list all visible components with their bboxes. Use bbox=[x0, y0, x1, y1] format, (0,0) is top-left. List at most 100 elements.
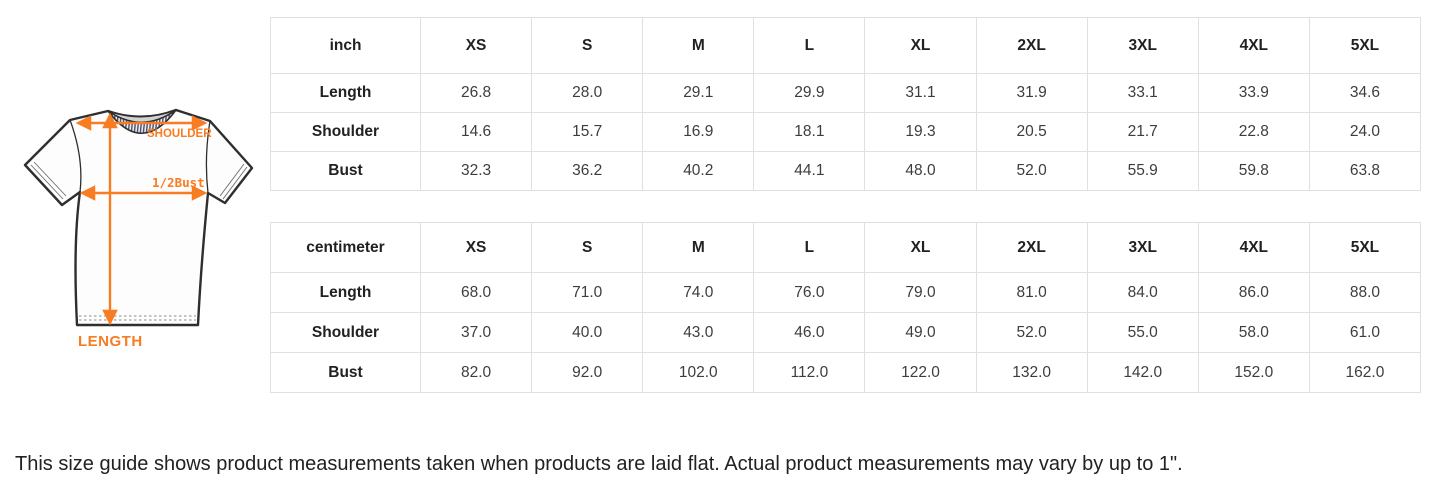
measurement-value-cell: 40.2 bbox=[642, 151, 755, 191]
half-bust-label: 1/2Bust bbox=[152, 175, 205, 190]
measurement-row-label: Length bbox=[270, 272, 421, 313]
measurement-row-label: Shoulder bbox=[270, 112, 421, 152]
table-row: Bust 82.0 92.0 102.0 112.0 122.0 132.0 1… bbox=[270, 352, 1422, 393]
table-header-row: inch XS S M L XL 2XL 3XL 4XL 5XL bbox=[270, 17, 1422, 74]
size-column-header: S bbox=[531, 17, 644, 74]
table-row: Length 68.0 71.0 74.0 76.0 79.0 81.0 84.… bbox=[270, 272, 1422, 313]
measurement-value-cell: 29.1 bbox=[642, 73, 755, 113]
measurement-value-cell: 28.0 bbox=[531, 73, 644, 113]
measurement-value-cell: 152.0 bbox=[1197, 352, 1310, 393]
measurement-value-cell: 34.6 bbox=[1308, 73, 1422, 113]
measurement-value-cell: 14.6 bbox=[419, 112, 533, 152]
measurement-value-cell: 102.0 bbox=[642, 352, 755, 393]
measurement-value-cell: 162.0 bbox=[1308, 352, 1422, 393]
measurement-value-cell: 31.1 bbox=[864, 73, 977, 113]
size-column-header: XS bbox=[419, 222, 533, 273]
size-column-header: 2XL bbox=[975, 222, 1088, 273]
measurement-value-cell: 112.0 bbox=[753, 352, 866, 393]
size-column-header: XS bbox=[419, 17, 533, 74]
measurement-value-cell: 132.0 bbox=[975, 352, 1088, 393]
size-table-centimeter: centimeter XS S M L XL 2XL 3XL 4XL 5XL L… bbox=[270, 222, 1422, 393]
measurement-value-cell: 32.3 bbox=[419, 151, 533, 191]
measurement-value-cell: 49.0 bbox=[864, 312, 977, 353]
measurement-value-cell: 82.0 bbox=[419, 352, 533, 393]
shoulder-label: SHOULDER bbox=[147, 128, 212, 140]
measurement-value-cell: 76.0 bbox=[753, 272, 866, 313]
measurement-value-cell: 29.9 bbox=[753, 73, 866, 113]
measurement-row-label: Shoulder bbox=[270, 312, 421, 353]
measurement-row-label: Bust bbox=[270, 352, 421, 393]
unit-header-cell: centimeter bbox=[270, 222, 421, 273]
size-column-header: 2XL bbox=[975, 17, 1088, 74]
size-column-header: M bbox=[642, 17, 755, 74]
measurement-row-label: Length bbox=[270, 73, 421, 113]
table-row: Shoulder 37.0 40.0 43.0 46.0 49.0 52.0 5… bbox=[270, 312, 1422, 353]
table-row: Bust 32.3 36.2 40.2 44.1 48.0 52.0 55.9 … bbox=[270, 151, 1422, 191]
table-header-row: centimeter XS S M L XL 2XL 3XL 4XL 5XL bbox=[270, 222, 1422, 273]
measurement-value-cell: 88.0 bbox=[1308, 272, 1422, 313]
measurement-value-cell: 44.1 bbox=[753, 151, 866, 191]
tshirt-measurement-diagram: SHOULDER 1/2Bust LENGTH bbox=[14, 94, 260, 350]
armhole-seam-right bbox=[205, 120, 211, 194]
table-row: Shoulder 14.6 15.7 16.9 18.1 19.3 20.5 2… bbox=[270, 112, 1422, 152]
measurement-value-cell: 81.0 bbox=[975, 272, 1088, 313]
measurement-value-cell: 74.0 bbox=[642, 272, 755, 313]
size-column-header: 4XL bbox=[1197, 17, 1310, 74]
table-row: Length 26.8 28.0 29.1 29.9 31.1 31.9 33.… bbox=[270, 73, 1422, 113]
cuff-stitch-right bbox=[219, 163, 248, 200]
size-table-inch: inch XS S M L XL 2XL 3XL 4XL 5XL Length … bbox=[270, 17, 1422, 191]
size-column-header: 3XL bbox=[1086, 17, 1199, 74]
size-column-header: 4XL bbox=[1197, 222, 1310, 273]
hem-stitch bbox=[79, 315, 196, 321]
measurement-value-cell: 122.0 bbox=[864, 352, 977, 393]
measurement-value-cell: 18.1 bbox=[753, 112, 866, 152]
measurement-value-cell: 22.8 bbox=[1197, 112, 1310, 152]
measurement-value-cell: 37.0 bbox=[419, 312, 533, 353]
measurement-value-cell: 46.0 bbox=[753, 312, 866, 353]
tshirt-outline bbox=[23, 108, 254, 327]
length-label: LENGTH bbox=[78, 333, 143, 350]
measurement-value-cell: 52.0 bbox=[975, 312, 1088, 353]
measurement-value-cell: 36.2 bbox=[531, 151, 644, 191]
measurement-value-cell: 40.0 bbox=[531, 312, 644, 353]
size-column-header: 3XL bbox=[1086, 222, 1199, 273]
measurement-value-cell: 31.9 bbox=[975, 73, 1088, 113]
measurement-value-cell: 68.0 bbox=[419, 272, 533, 313]
size-guide-note: This size guide shows product measuremen… bbox=[15, 453, 1183, 475]
size-column-header: L bbox=[753, 17, 866, 74]
measurement-value-cell: 71.0 bbox=[531, 272, 644, 313]
measurement-value-cell: 58.0 bbox=[1197, 312, 1310, 353]
measurement-value-cell: 19.3 bbox=[864, 112, 977, 152]
measurement-value-cell: 142.0 bbox=[1086, 352, 1199, 393]
measurement-value-cell: 24.0 bbox=[1308, 112, 1422, 152]
measurement-value-cell: 59.8 bbox=[1197, 151, 1310, 191]
measurement-value-cell: 26.8 bbox=[419, 73, 533, 113]
measurement-value-cell: 33.9 bbox=[1197, 73, 1310, 113]
measurement-value-cell: 48.0 bbox=[864, 151, 977, 191]
measurement-value-cell: 33.1 bbox=[1086, 73, 1199, 113]
measurement-value-cell: 52.0 bbox=[975, 151, 1088, 191]
measurement-value-cell: 20.5 bbox=[975, 112, 1088, 152]
measurement-value-cell: 92.0 bbox=[531, 352, 644, 393]
cuff-stitch-left bbox=[30, 161, 67, 200]
measurement-value-cell: 61.0 bbox=[1308, 312, 1422, 353]
measurement-row-label: Bust bbox=[270, 151, 421, 191]
size-column-header: L bbox=[753, 222, 866, 273]
unit-header-cell: inch bbox=[270, 17, 421, 74]
measurement-value-cell: 63.8 bbox=[1308, 151, 1422, 191]
measurement-value-cell: 21.7 bbox=[1086, 112, 1199, 152]
measurement-value-cell: 79.0 bbox=[864, 272, 977, 313]
size-column-header: S bbox=[531, 222, 644, 273]
size-column-header: XL bbox=[864, 222, 977, 273]
measurement-value-cell: 55.9 bbox=[1086, 151, 1199, 191]
measurement-value-cell: 43.0 bbox=[642, 312, 755, 353]
measurement-value-cell: 16.9 bbox=[642, 112, 755, 152]
measurement-value-cell: 55.0 bbox=[1086, 312, 1199, 353]
measurement-value-cell: 15.7 bbox=[531, 112, 644, 152]
size-column-header: 5XL bbox=[1308, 222, 1422, 273]
tshirt-diagram-svg: SHOULDER 1/2Bust LENGTH bbox=[23, 108, 254, 350]
measurement-value-cell: 86.0 bbox=[1197, 272, 1310, 313]
size-column-header: M bbox=[642, 222, 755, 273]
size-column-header: XL bbox=[864, 17, 977, 74]
measurement-value-cell: 84.0 bbox=[1086, 272, 1199, 313]
